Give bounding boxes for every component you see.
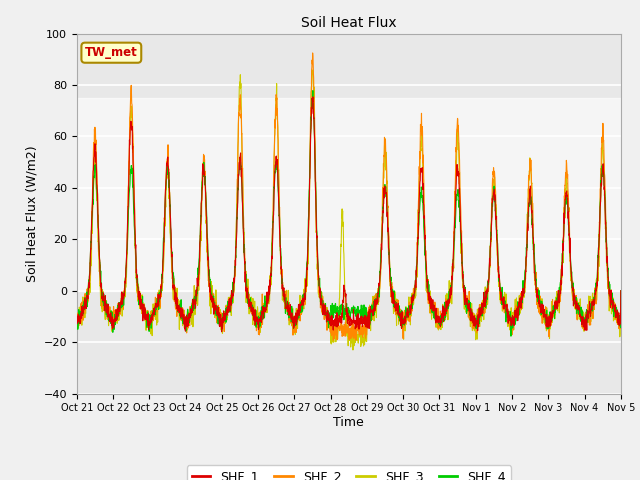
SHF_2 xyxy=(377,248,385,254)
SHF_1 xyxy=(218,329,225,335)
SHF_2 xyxy=(225,309,232,315)
SHF_1 xyxy=(570,288,577,294)
SHF_4 xyxy=(365,319,372,324)
SHF_4 xyxy=(570,280,577,286)
SHF_1 xyxy=(617,288,625,294)
Legend: SHF_1, SHF_2, SHF_3, SHF_4: SHF_1, SHF_2, SHF_3, SHF_4 xyxy=(186,465,511,480)
SHF_4 xyxy=(584,315,592,321)
SHF_3 xyxy=(617,288,625,294)
SHF_3 xyxy=(365,317,372,323)
Y-axis label: Soil Heat Flux (W/m2): Soil Heat Flux (W/m2) xyxy=(25,145,38,282)
SHF_2 xyxy=(617,288,625,294)
SHF_2 xyxy=(309,50,317,56)
SHF_3 xyxy=(225,295,232,300)
SHF_3 xyxy=(349,347,356,353)
SHF_2 xyxy=(570,283,577,288)
SHF_1 xyxy=(73,319,81,324)
SHF_3 xyxy=(73,320,81,325)
Bar xyxy=(77,98,621,291)
SHF_2 xyxy=(508,324,515,329)
Line: SHF_3: SHF_3 xyxy=(77,70,621,350)
SHF_4 xyxy=(507,333,515,339)
SHF_1 xyxy=(508,323,515,328)
SHF_3 xyxy=(508,305,515,311)
SHF_2 xyxy=(352,337,360,343)
SHF_3 xyxy=(584,320,592,325)
SHF_1 xyxy=(365,318,372,324)
SHF_3 xyxy=(377,271,385,277)
SHF_4 xyxy=(225,306,232,312)
SHF_1 xyxy=(377,265,385,271)
SHF_3 xyxy=(570,284,577,289)
SHF_1 xyxy=(225,300,232,305)
SHF_2 xyxy=(365,311,372,317)
SHF_4 xyxy=(508,314,515,320)
SHF_1 xyxy=(584,309,592,315)
Title: Soil Heat Flux: Soil Heat Flux xyxy=(301,16,397,30)
SHF_2 xyxy=(584,312,592,318)
SHF_2 xyxy=(73,318,81,324)
Text: TW_met: TW_met xyxy=(85,46,138,59)
Line: SHF_4: SHF_4 xyxy=(77,91,621,336)
Line: SHF_1: SHF_1 xyxy=(77,97,621,332)
SHF_4 xyxy=(617,288,625,294)
Line: SHF_2: SHF_2 xyxy=(77,53,621,340)
SHF_4 xyxy=(376,264,384,269)
SHF_1 xyxy=(309,94,317,100)
SHF_4 xyxy=(309,88,317,94)
X-axis label: Time: Time xyxy=(333,416,364,429)
SHF_3 xyxy=(309,67,317,73)
SHF_4 xyxy=(73,324,81,330)
